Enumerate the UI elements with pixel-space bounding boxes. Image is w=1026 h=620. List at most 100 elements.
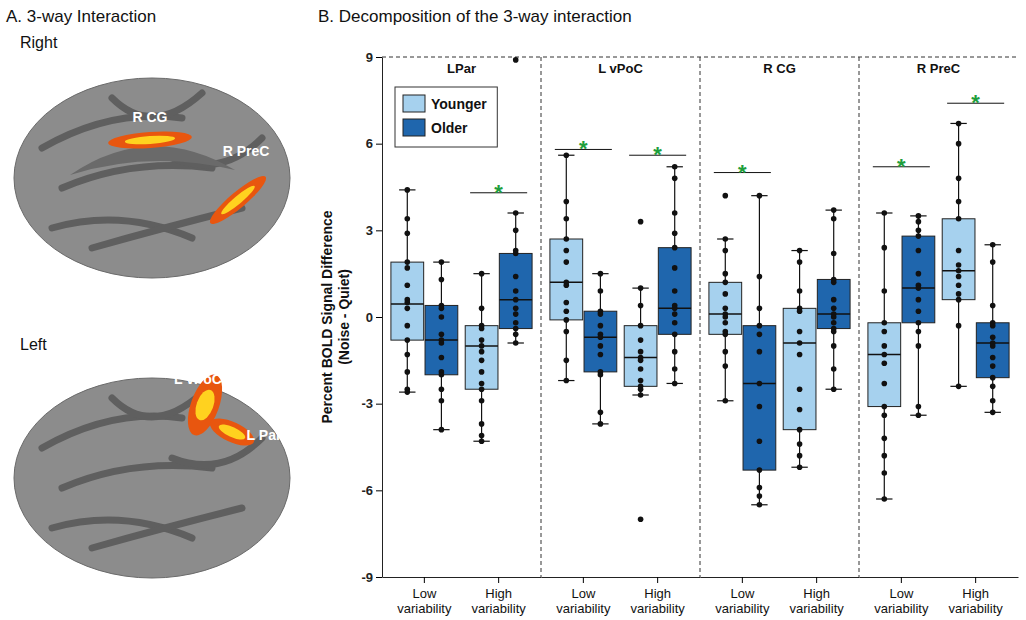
data-point [479, 271, 485, 277]
box-body [868, 323, 901, 407]
data-point [598, 421, 604, 427]
x-tick-mark [901, 577, 902, 583]
data-point [916, 329, 922, 335]
data-point [513, 251, 519, 257]
data-point [563, 358, 569, 364]
data-point [956, 262, 962, 268]
data-point [479, 386, 485, 392]
y-tick: -3 [361, 396, 382, 411]
box [499, 57, 532, 346]
x-tick: Highvariability [472, 577, 527, 616]
data-point [439, 277, 445, 283]
box-body [783, 308, 816, 429]
y-axis-title: (Noise - Quiet) [336, 269, 352, 365]
data-point [956, 274, 962, 280]
activation-region [108, 129, 193, 151]
box-body [499, 253, 532, 328]
data-point [881, 412, 887, 418]
view-label: Right [20, 34, 58, 51]
data-point [563, 308, 569, 314]
data-point [881, 210, 887, 216]
data-point [881, 288, 887, 294]
data-point [831, 251, 837, 257]
brain-sulcus [42, 416, 182, 448]
whisker-upper [566, 155, 567, 239]
data-point [757, 485, 763, 491]
x-tick-label-line: High [803, 586, 830, 601]
y-tick: 3 [366, 223, 382, 238]
data-point [757, 467, 763, 473]
data-point [479, 306, 485, 312]
box-body [709, 282, 742, 334]
data-point [638, 219, 644, 225]
x-tick-label: Highvariability [472, 586, 527, 616]
data-point [563, 317, 569, 323]
data-point [757, 274, 763, 280]
data-point [881, 453, 887, 459]
data-point [797, 288, 803, 294]
data-point [638, 303, 644, 309]
x-tick-mark [424, 577, 425, 583]
data-point [831, 386, 837, 392]
y-tick: -9 [361, 570, 382, 585]
data-point [404, 323, 410, 329]
box-body [658, 248, 691, 335]
whisker-upper [515, 213, 516, 253]
significance-star: * [738, 160, 747, 185]
data-point [563, 152, 569, 158]
data-point [990, 334, 996, 340]
data-point [831, 343, 837, 349]
data-point [638, 323, 644, 329]
box [817, 207, 850, 392]
data-point [916, 343, 922, 349]
data-point [404, 282, 410, 288]
data-point [404, 187, 410, 193]
region-label: R CG [133, 109, 168, 125]
panel-marks [868, 103, 1009, 502]
data-point [439, 340, 445, 346]
data-point [672, 164, 678, 170]
data-point [722, 398, 728, 404]
data-point [797, 308, 803, 314]
data-point [479, 381, 485, 387]
data-point [797, 259, 803, 265]
data-point [563, 236, 569, 242]
x-tick: Highvariability [631, 577, 686, 616]
data-point [757, 381, 763, 387]
x-axis: LowvariabilityHighvariability [860, 577, 1019, 616]
data-point [916, 285, 922, 291]
data-point [831, 320, 837, 326]
box-body [976, 323, 1009, 378]
data-point [638, 337, 644, 343]
x-tick-label-line: variability [790, 601, 845, 616]
whisker-upper [884, 213, 885, 323]
box-body [550, 239, 583, 320]
data-point [916, 233, 922, 239]
data-point [797, 329, 803, 335]
data-point [479, 343, 485, 349]
y-tick-mark [376, 144, 382, 145]
data-point [439, 314, 445, 320]
panel-marks [550, 149, 691, 522]
axis-line [383, 577, 542, 578]
data-point [956, 176, 962, 182]
legend-frame [395, 87, 497, 147]
data-point [672, 332, 678, 338]
data-point [563, 259, 569, 265]
data-point [513, 332, 519, 338]
significance-star: * [494, 180, 503, 205]
panel-marks [709, 173, 850, 508]
data-point [404, 216, 410, 222]
panel-title: A. 3-way Interaction [6, 7, 156, 26]
data-point [757, 193, 763, 199]
data-point [956, 297, 962, 303]
axis-line [860, 577, 1019, 578]
whisker-upper [958, 123, 959, 218]
data-point [513, 57, 519, 63]
data-point [831, 216, 837, 222]
y-tick-mark [376, 230, 382, 231]
data-point [990, 303, 996, 309]
data-point [404, 300, 410, 306]
x-tick-mark [583, 577, 584, 583]
y-tick-label: -3 [361, 396, 373, 411]
